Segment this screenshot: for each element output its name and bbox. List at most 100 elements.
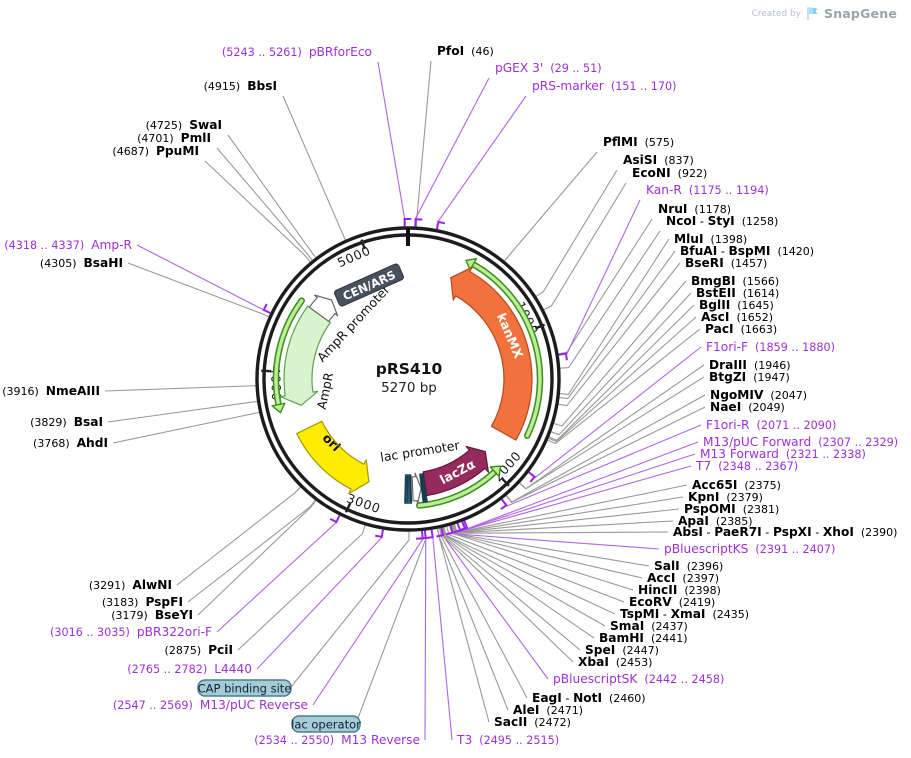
callout-f1ori-f[interactable]: F1ori-F (1859 .. 1880) <box>706 340 835 354</box>
callout-swai[interactable]: (4725) SwaI <box>146 118 222 132</box>
callout-eagi-noti[interactable]: EagI - NotI (2460) <box>532 691 646 705</box>
callout-pflmi[interactable]: PflMI (575) <box>603 135 674 149</box>
primer-mark-2357 <box>453 522 462 534</box>
feature-lac-promoter[interactable] <box>411 472 422 505</box>
primer-mark-2450 <box>436 527 445 538</box>
callout-l4440[interactable]: (2765 .. 2782) L4440 <box>127 662 252 676</box>
leader-ahdi <box>112 411 260 444</box>
callout-nrui[interactable]: NruI (1178) <box>658 202 731 216</box>
callout-ppumi[interactable]: (4687) PpuMI <box>112 144 199 158</box>
callout-box-label-lac-operator: lac operator <box>291 718 361 732</box>
callout-m13-puc-reverse[interactable]: (2547 .. 2569) M13/pUC Reverse <box>113 698 308 712</box>
callout-alei[interactable]: AleI (2471) <box>513 703 583 717</box>
callout-bbsi[interactable]: (4915) BbsI <box>204 79 277 93</box>
callout-kpni[interactable]: KpnI (2379) <box>688 490 763 504</box>
leader-pmli <box>216 147 313 261</box>
callout-ncoi-styi[interactable]: NcoI - StyI (1258) <box>666 214 778 228</box>
callout-ecorv[interactable]: EcoRV (2419) <box>629 595 715 609</box>
callout-pmli[interactable]: (4701) PmlI <box>137 131 211 145</box>
callout-t7[interactable]: T7 (2348 .. 2367) <box>695 459 798 473</box>
callout-m13-puc-forward[interactable]: M13/pUC Forward (2307 .. 2329) <box>703 435 898 449</box>
leader-spei <box>441 527 581 651</box>
callout-nmeaiii[interactable]: (3916) NmeAIII <box>2 384 100 398</box>
callout-acci[interactable]: AccI (2397) <box>647 571 719 585</box>
callout-btgzi[interactable]: BtgZI (1947) <box>709 370 790 384</box>
callout-sali[interactable]: SalI (2396) <box>654 559 723 573</box>
feature-ampr-arc-hl <box>274 299 304 407</box>
callout-amp-r[interactable]: (4318 .. 4337) Amp-R <box>4 238 132 252</box>
callout-spei[interactable]: SpeI (2447) <box>585 643 659 657</box>
callout-box-cap-binding-site[interactable]: CAP binding site <box>197 679 292 697</box>
leader-alwni <box>176 486 301 586</box>
callout-hincii[interactable]: HincII (2398) <box>638 583 721 597</box>
leader-m13-puc-reverse <box>312 530 424 706</box>
callout-pgex-3-[interactable]: pGEX 3' (29 .. 51) <box>495 61 602 75</box>
leader-pgex-3- <box>414 77 490 227</box>
feature-cap-binding-site-stripe <box>405 475 407 503</box>
callout-box-lac-operator[interactable]: lac operator <box>291 715 361 733</box>
tick-3000 <box>344 502 352 513</box>
callout-pbluescriptsk[interactable]: pBluescriptSK (2442 .. 2458) <box>553 672 724 686</box>
feature-lacz-alpha[interactable] <box>422 445 489 497</box>
callout-sacii[interactable]: SacII (2472) <box>494 715 571 729</box>
callout-bseyi[interactable]: (3179) BseYI <box>111 608 193 622</box>
callout-pspfi[interactable]: (3183) PspFI <box>102 595 183 609</box>
callout-apai[interactable]: ApaI (2385) <box>678 514 753 528</box>
leader-btgzi <box>519 376 705 490</box>
callout-acc65i[interactable]: Acc65I (2375) <box>692 478 781 492</box>
callout-pbluescriptks[interactable]: pBluescriptKS (2391 .. 2407) <box>664 542 835 556</box>
callout-t3[interactable]: T3 (2495 .. 2515) <box>456 733 559 747</box>
leader-bamhi <box>442 527 595 639</box>
leader-bseri <box>558 262 681 407</box>
feature-ori[interactable] <box>296 420 370 495</box>
callout-bfuai-bspmi[interactable]: BfuAI - BspMI (1420) <box>680 244 814 258</box>
leader-paci <box>547 328 701 445</box>
callout-pspomi[interactable]: PspOMI (2381) <box>684 502 779 516</box>
callout-ngomiv[interactable]: NgoMIV (2047) <box>710 388 807 402</box>
callout-bsai[interactable]: (3829) BsaI <box>30 415 103 429</box>
callout-pbr322ori-f[interactable]: (3016 .. 3035) pBR322ori-F <box>50 625 212 639</box>
callout-pfoi[interactable]: PfoI (46) <box>437 44 494 58</box>
leader-ppumi <box>204 160 311 263</box>
callout-m13-forward[interactable]: M13 Forward (2321 .. 2338) <box>700 447 866 461</box>
callout-bsteii[interactable]: BstEII (1614) <box>696 286 779 300</box>
feature-kanmx-arc-hl <box>471 262 542 438</box>
feature-ampr-promoter[interactable] <box>308 294 339 322</box>
feature-ampr[interactable] <box>279 305 331 406</box>
callout-bmgbi[interactable]: BmgBI (1566) <box>691 274 779 288</box>
callout-box-label-cap-binding-site: CAP binding site <box>198 682 292 696</box>
feature-lacz-arc-hl <box>417 470 497 508</box>
callout-tspmi-xmai[interactable]: TspMI - XmaI (2435) <box>620 607 749 621</box>
leader-draiii <box>519 364 705 490</box>
callout-naei[interactable]: NaeI (2049) <box>710 400 785 414</box>
callout-econi[interactable]: EcoNI (922) <box>632 166 707 180</box>
callout-smai[interactable]: SmaI (2437) <box>610 619 688 633</box>
callout-pbrforeco[interactable]: (5243 .. 5261) pBRforEco <box>222 45 372 59</box>
leader-kpni <box>453 496 684 534</box>
leader-mlui <box>559 238 670 395</box>
callout-absi-paer7i-pspxi-xhoi[interactable]: AbsI - PaeR7I - PspXI - XhoI (2390) <box>673 525 897 539</box>
callout-kan-r[interactable]: Kan-R (1175 .. 1194) <box>646 183 769 197</box>
callout-mlui[interactable]: MluI (1398) <box>674 232 747 246</box>
callout-asisi[interactable]: AsiSI (837) <box>623 153 694 167</box>
callout-xbai[interactable]: XbaI (2453) <box>578 655 652 669</box>
callout-prs-marker[interactable]: pRS-marker (151 .. 170) <box>532 79 677 93</box>
leader-sacii <box>436 528 490 723</box>
callout-bglii[interactable]: BglII (1645) <box>699 298 774 312</box>
feature-ampr-arc-head <box>271 402 286 414</box>
callout-draiii[interactable]: DraIII (1946) <box>709 358 791 372</box>
callout-bamhi[interactable]: BamHI (2441) <box>599 631 688 645</box>
feature-label-lac-promoter: lac promoter <box>379 437 461 464</box>
leader-apai <box>452 520 674 534</box>
callout-paci[interactable]: PacI (1663) <box>705 322 777 336</box>
callout-m13-reverse[interactable]: (2534 .. 2550) M13 Reverse <box>254 733 420 747</box>
callout-pcii[interactable]: (2875) PciI <box>165 643 233 657</box>
callout-ahdi[interactable]: (3768) AhdI <box>33 436 108 450</box>
callout-f1ori-r[interactable]: F1ori-R (2071 .. 2090) <box>706 418 836 432</box>
leader-bsteii <box>550 292 692 436</box>
callout-alwni[interactable]: (3291) AlwNI <box>89 578 172 592</box>
feature-kanmx[interactable] <box>450 266 533 441</box>
callout-bseri[interactable]: BseRI (1457) <box>685 256 767 270</box>
callout-bsahi[interactable]: (4305) BsaHI <box>40 256 123 270</box>
callout-asci[interactable]: AscI (1652) <box>701 310 773 324</box>
